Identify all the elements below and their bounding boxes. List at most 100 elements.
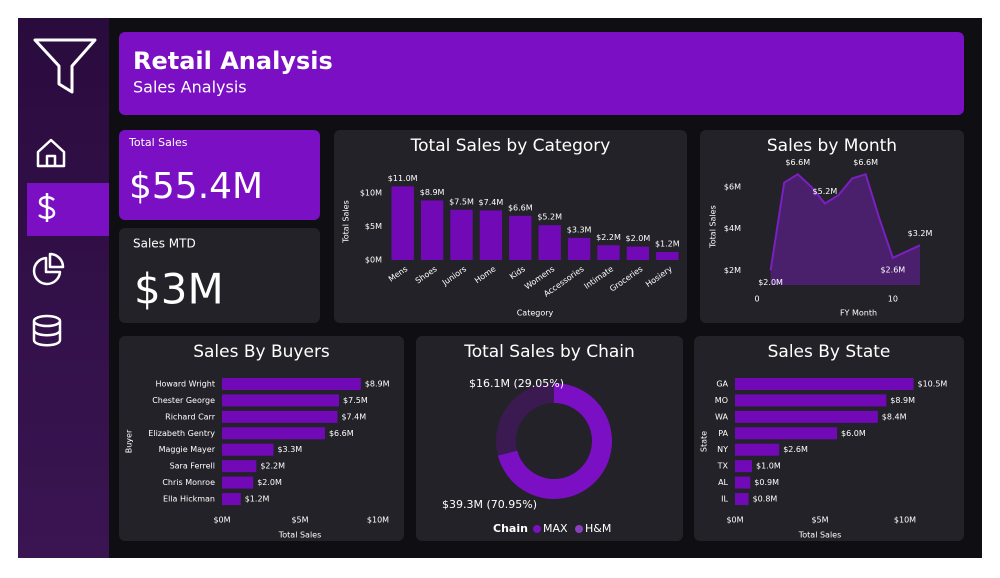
x-axis-label: Category xyxy=(517,309,554,318)
header-subtitle: Sales Analysis xyxy=(133,78,247,97)
x-tick-label: $10M xyxy=(894,516,916,525)
dollar-icon[interactable] xyxy=(38,193,56,222)
bar xyxy=(222,460,257,473)
x-tick-label: 0 xyxy=(754,295,759,304)
bar xyxy=(597,245,620,260)
x-axis-label: Total Sales xyxy=(278,531,322,540)
x-tick-label: $10M xyxy=(367,516,389,525)
bar xyxy=(222,394,339,407)
bar xyxy=(735,443,780,456)
kpi-card xyxy=(119,130,320,220)
kpi-label: Total Sales xyxy=(128,136,188,149)
bar xyxy=(222,476,254,489)
x-axis-label: FY Month xyxy=(840,309,877,318)
x-axis-label: Total Sales xyxy=(798,531,842,540)
value-label: $2.2M xyxy=(260,462,285,471)
database-icon[interactable] xyxy=(32,314,62,347)
value-label: $2.0M xyxy=(257,478,282,487)
bar xyxy=(509,215,532,260)
bar xyxy=(735,378,914,390)
chart-card xyxy=(700,130,964,323)
category-label: Chester George xyxy=(152,396,215,405)
value-label: $0.9M xyxy=(754,478,779,487)
bar xyxy=(626,246,650,260)
pie-icon[interactable] xyxy=(32,252,65,286)
category-label: TX xyxy=(717,462,729,471)
bar xyxy=(450,209,473,260)
value-label: $6.6M xyxy=(853,158,878,167)
category-label: Ella Hickman xyxy=(163,495,215,504)
legend-title: Chain xyxy=(493,522,528,535)
value-label: $5.2M xyxy=(537,213,562,222)
value-label: $3.2M xyxy=(908,229,933,238)
category-label: Richard Carr xyxy=(165,412,216,421)
category-label: WA xyxy=(715,412,728,421)
kpi-card xyxy=(119,228,320,323)
filter-icon[interactable] xyxy=(33,38,97,94)
legend-marker xyxy=(575,525,583,533)
value-label: $1.2M xyxy=(655,239,680,248)
value-label: $7.5M xyxy=(343,396,368,405)
value-label: $1.2M xyxy=(245,495,270,504)
bar xyxy=(222,493,241,506)
bar xyxy=(735,460,752,473)
y-tick-label: $0M xyxy=(365,256,382,265)
chart-title: Sales By Buyers xyxy=(193,342,330,362)
kpi-value: $55.4M xyxy=(129,166,263,207)
value-label: $2.6M xyxy=(880,265,905,274)
category-label: NY xyxy=(717,445,728,454)
category-label: MO xyxy=(715,396,728,405)
value-label: $8.9M xyxy=(420,188,445,197)
line xyxy=(769,173,921,271)
bar xyxy=(222,410,338,423)
bar xyxy=(222,443,274,456)
category-label: AL xyxy=(718,478,728,487)
value-label: $6.0M xyxy=(841,429,866,438)
value-label: $2.0M xyxy=(758,278,783,287)
nav-icons xyxy=(27,38,109,347)
legend-label: H&M xyxy=(585,522,611,535)
value-label: $6.6M xyxy=(785,158,810,167)
value-label: $0.8M xyxy=(753,495,778,504)
home-icon[interactable] xyxy=(36,138,66,168)
value-label: $1.0M xyxy=(756,462,781,471)
legend-marker xyxy=(533,525,541,533)
value-label: $2.6M xyxy=(783,445,808,454)
value-label: $7.5M xyxy=(449,197,474,206)
bar xyxy=(420,200,444,260)
donut-slice xyxy=(497,383,612,500)
header xyxy=(119,32,964,115)
bar xyxy=(735,394,887,407)
chart-title: Sales by Month xyxy=(767,136,897,156)
kpi-value: $3M xyxy=(134,265,224,314)
value-label: $3.3M xyxy=(567,225,592,234)
value-label: $11.0M xyxy=(388,174,418,183)
header-title: Retail Analysis xyxy=(133,47,333,75)
x-tick-label: 10 xyxy=(888,295,898,304)
y-axis-label: Total Sales xyxy=(342,200,351,244)
value-label: $6.6M xyxy=(329,429,354,438)
bar xyxy=(567,237,591,260)
y-tick-label: $10M xyxy=(360,189,382,198)
y-tick-label: $4M xyxy=(724,224,741,233)
value-label: $7.4M xyxy=(479,198,504,207)
bar xyxy=(735,427,837,440)
value-label: $8.9M xyxy=(890,396,915,405)
nav-active[interactable] xyxy=(27,183,109,236)
y-axis-label: Total Sales xyxy=(709,205,718,249)
category-label: Chris Monroe xyxy=(162,478,215,487)
bar xyxy=(222,378,361,390)
x-tick-label: $0M xyxy=(726,516,743,525)
area xyxy=(770,174,920,285)
bar xyxy=(391,186,414,260)
y-tick-label: $5M xyxy=(365,222,382,231)
value-label: $8.9M xyxy=(365,380,390,389)
bar xyxy=(735,476,751,489)
kpi-label: Sales MTD xyxy=(133,237,196,251)
value-label: $10.5M xyxy=(918,380,948,389)
chart-title: Sales By State xyxy=(768,342,891,362)
value-label: $2.2M xyxy=(596,233,621,242)
category-label: PA xyxy=(718,429,728,438)
sidebar xyxy=(18,18,109,558)
